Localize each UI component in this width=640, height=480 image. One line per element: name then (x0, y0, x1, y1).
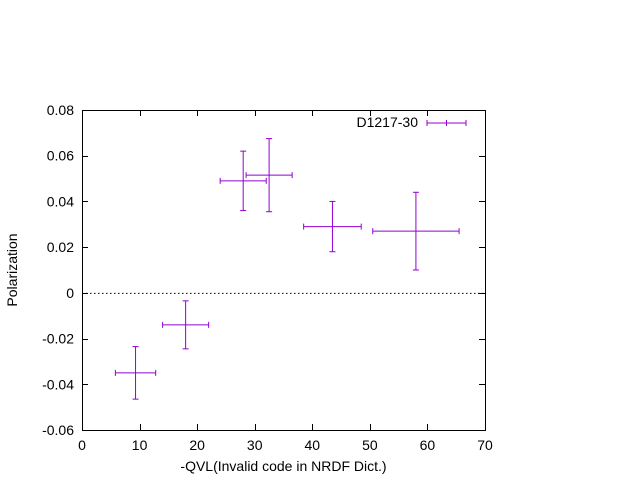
x-tick-label: 0 (78, 437, 86, 453)
x-tick-label: 60 (420, 437, 436, 453)
data-point (372, 191, 460, 271)
y-tick-label: -0.02 (42, 331, 74, 347)
legend: D1217-30 (357, 114, 467, 130)
x-axis-label: -QVL(Invalid code in NRDF Dict.) (180, 458, 386, 474)
y-tick-label: -0.06 (42, 422, 74, 438)
y-tick-label: 0.08 (47, 102, 74, 118)
x-tick-label: 30 (247, 437, 263, 453)
x-tick-label: 10 (132, 437, 148, 453)
plot-frame (82, 110, 486, 431)
data-point (162, 300, 210, 350)
data-point (303, 200, 362, 253)
y-tick-label: 0 (66, 285, 74, 301)
y-tick-label: 0.04 (47, 193, 74, 209)
y-tick-label: 0.06 (47, 148, 74, 164)
data-point (114, 346, 157, 400)
x-tick-label: 40 (304, 437, 320, 453)
legend-sample (426, 120, 467, 126)
data-point (219, 150, 267, 212)
x-tick-label: 70 (477, 437, 493, 453)
legend-label: D1217-30 (357, 114, 419, 130)
data-point (245, 138, 293, 213)
y-axis-label: Polarization (4, 233, 20, 306)
x-tick-label: 50 (362, 437, 378, 453)
y-tick-label: -0.04 (42, 376, 74, 392)
x-tick-label: 20 (189, 437, 205, 453)
y-tick-label: 0.02 (47, 239, 74, 255)
